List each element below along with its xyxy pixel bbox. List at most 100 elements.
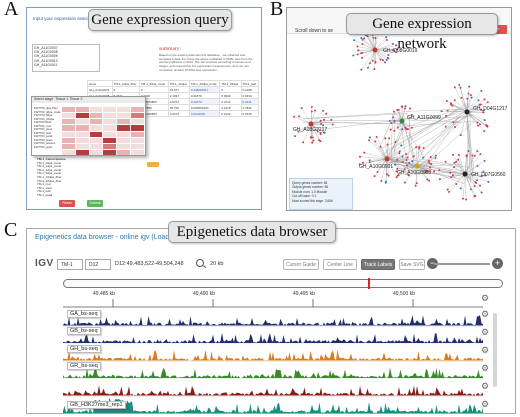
network-node[interactable] <box>484 174 487 177</box>
list-item[interactable]: FW7703_leaf <box>34 130 51 135</box>
network-node[interactable] <box>483 98 486 101</box>
network-node[interactable] <box>385 58 388 61</box>
network-node[interactable] <box>428 179 431 182</box>
network-node[interactable] <box>476 150 479 153</box>
network-node[interactable] <box>388 119 391 122</box>
list-item[interactable]: FW7703_dpa_fiber <box>34 106 58 110</box>
network-node[interactable] <box>405 158 408 161</box>
network-node[interactable] <box>434 154 437 157</box>
network-node[interactable] <box>433 170 436 173</box>
network-node[interactable] <box>459 187 462 190</box>
network-node[interactable] <box>422 146 425 149</box>
submit-button[interactable]: Submit <box>87 200 103 207</box>
network-node[interactable] <box>368 159 371 162</box>
network-node[interactable] <box>462 197 465 200</box>
list-item[interactable]: TM-1_3dpa_ovule <box>37 167 62 172</box>
hub-node[interactable] <box>462 171 468 177</box>
list-item[interactable]: TM-1_1dpa_ovule <box>37 164 62 169</box>
stage-select-popup[interactable]: Select stage Tissue 1 Tissue 2 FW7703_dp… <box>31 96 146 156</box>
network-node[interactable] <box>361 38 364 41</box>
network-node[interactable] <box>319 133 322 136</box>
network-node[interactable] <box>396 174 399 177</box>
network-node[interactable] <box>312 139 315 142</box>
network-node[interactable] <box>396 167 399 170</box>
list-item[interactable]: TM-1_transcriptome <box>37 157 66 161</box>
network-node[interactable] <box>412 155 415 158</box>
network-node[interactable] <box>483 109 486 112</box>
network-node[interactable] <box>434 156 437 159</box>
network-node[interactable] <box>384 137 387 140</box>
hub-node[interactable] <box>414 163 420 169</box>
network-node[interactable] <box>405 153 408 156</box>
network-node[interactable] <box>300 107 303 110</box>
network-node[interactable] <box>379 145 382 148</box>
network-node[interactable] <box>430 163 433 166</box>
network-node[interactable] <box>376 170 379 173</box>
signal-track[interactable] <box>63 397 483 413</box>
list-item[interactable]: FW7703_petal <box>34 134 53 138</box>
network-node[interactable] <box>438 169 441 172</box>
network-node[interactable] <box>311 141 314 144</box>
list-item[interactable]: FW7703_5dpa <box>34 113 53 117</box>
network-node[interactable] <box>467 150 470 153</box>
gear-icon[interactable]: ⚙ <box>481 293 490 303</box>
network-node[interactable] <box>396 48 399 51</box>
network-node[interactable] <box>318 139 321 142</box>
network-node[interactable] <box>322 124 325 127</box>
network-node[interactable] <box>466 97 469 100</box>
network-node[interactable] <box>395 170 398 173</box>
network-node[interactable] <box>411 160 414 163</box>
network-node[interactable] <box>361 56 364 59</box>
network-node[interactable] <box>403 181 406 184</box>
network-node[interactable] <box>404 105 407 108</box>
network-node[interactable] <box>395 51 398 54</box>
network-node[interactable] <box>476 179 479 182</box>
network-node[interactable] <box>476 121 479 124</box>
network-node[interactable] <box>398 150 401 153</box>
locus-input[interactable]: D12:49,483,522-49,504,248 <box>115 261 184 267</box>
signal-track[interactable] <box>63 349 483 361</box>
network-node[interactable] <box>314 109 317 112</box>
network-node[interactable] <box>480 175 483 178</box>
network-node[interactable] <box>427 170 430 173</box>
network-node[interactable] <box>404 126 407 129</box>
network-node[interactable] <box>479 184 482 187</box>
network-node[interactable] <box>398 152 401 155</box>
network-node[interactable] <box>385 38 388 41</box>
network-node[interactable] <box>480 191 483 194</box>
network-node[interactable] <box>368 136 371 139</box>
network-node[interactable] <box>360 37 363 40</box>
list-item[interactable]: TM-1_0dpa_ovule <box>37 160 62 165</box>
hub-node[interactable] <box>464 109 470 115</box>
signal-track[interactable] <box>63 315 483 326</box>
network-node[interactable] <box>392 110 395 113</box>
network-node[interactable] <box>386 143 389 146</box>
network-node[interactable] <box>373 68 376 71</box>
network-node[interactable] <box>387 54 390 57</box>
list-item[interactable]: TM-1_10dpa_fiber <box>37 174 62 179</box>
list-item[interactable]: TM-1_5dpa_ovule <box>37 171 62 176</box>
network-node[interactable] <box>445 100 448 103</box>
network-node[interactable] <box>310 136 313 139</box>
list-item[interactable]: TM-1_stem <box>37 185 53 190</box>
network-node[interactable] <box>395 44 398 47</box>
list-item[interactable]: FW7703_bract <box>34 137 53 142</box>
network-node[interactable] <box>374 37 377 40</box>
network-node[interactable] <box>393 120 396 123</box>
chromosome-ideogram[interactable] <box>63 278 503 289</box>
network-node[interactable] <box>356 45 359 48</box>
network-node[interactable] <box>482 170 485 173</box>
network-node[interactable] <box>453 99 456 102</box>
network-node[interactable] <box>486 101 489 104</box>
network-node[interactable] <box>391 43 394 46</box>
network-node[interactable] <box>379 58 382 61</box>
network-node[interactable] <box>401 155 404 158</box>
network-node[interactable] <box>331 123 334 126</box>
network-node[interactable] <box>358 155 361 158</box>
network-node[interactable] <box>366 35 369 38</box>
signal-track[interactable] <box>63 367 483 378</box>
network-node[interactable] <box>404 107 407 110</box>
network-node[interactable] <box>458 83 461 86</box>
network-node[interactable] <box>473 185 476 188</box>
network-node[interactable] <box>429 156 432 159</box>
